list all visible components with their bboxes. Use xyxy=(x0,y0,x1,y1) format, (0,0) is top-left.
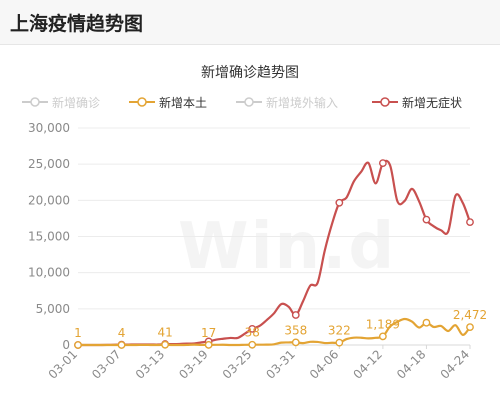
y-tick-label: 25,000 xyxy=(28,157,70,171)
x-tick-label: 04-18 xyxy=(394,347,429,382)
legend-item-asymptomatic[interactable]: 新增无症状 xyxy=(372,92,462,112)
data-point-asymptomatic xyxy=(248,324,257,333)
data-point-local xyxy=(248,340,257,349)
legend-item-confirmed[interactable]: 新增确诊 xyxy=(22,92,100,112)
y-tick-label: 10,000 xyxy=(28,266,70,280)
data-point-asymptomatic xyxy=(291,311,300,319)
y-tick-label: 20,000 xyxy=(28,193,70,207)
series-line-local xyxy=(77,317,471,347)
chart-title: 新增确诊趋势图 xyxy=(201,65,299,81)
x-tick-label: 04-06 xyxy=(307,347,342,382)
data-point-local xyxy=(161,340,170,349)
data-label-local: 2,472 xyxy=(453,308,487,322)
legend-label-overseas: 新增境外输入 xyxy=(266,95,339,110)
legend-line-marker-icon xyxy=(236,97,262,107)
x-tick-label: 04-12 xyxy=(350,347,385,382)
legend-line-marker-icon xyxy=(372,97,398,107)
data-point-local xyxy=(335,338,344,347)
data-point-local xyxy=(466,323,474,332)
legend-label-asymptomatic: 新增无症状 xyxy=(402,95,463,110)
series-line-asymptomatic xyxy=(77,159,472,347)
legend-label-local: 新增本土 xyxy=(159,95,208,110)
x-tick-label: 03-19 xyxy=(176,347,211,382)
data-point-local xyxy=(422,318,431,327)
legend-item-overseas[interactable]: 新增境外输入 xyxy=(236,92,338,112)
data-label-local: 41 xyxy=(157,326,172,340)
data-point-asymptomatic xyxy=(466,218,474,227)
x-tick-label: 03-13 xyxy=(133,347,168,382)
data-label-local: 322 xyxy=(328,324,351,338)
legend-line-marker-icon xyxy=(22,97,48,107)
x-tick-label: 03-07 xyxy=(89,347,124,382)
x-tick-label: 04-24 xyxy=(438,347,473,382)
data-point-local xyxy=(291,338,300,347)
y-tick-label: 0 xyxy=(62,338,70,352)
legend-label-confirmed: 新增确诊 xyxy=(52,95,101,110)
data-label-local: 1 xyxy=(74,326,82,340)
chart-legend: 新增确诊 新增本土 新增境外输入 新增无症状 xyxy=(0,92,500,112)
data-point-local xyxy=(204,340,213,349)
data-label-local: 358 xyxy=(284,323,307,337)
data-point-local xyxy=(74,341,82,349)
data-point-asymptomatic xyxy=(422,215,431,224)
page-header: 上海疫情趋势图 xyxy=(0,0,500,45)
data-label-local: 4 xyxy=(118,326,126,340)
data-point-asymptomatic xyxy=(378,159,387,168)
data-label-local: 1,189 xyxy=(366,317,400,331)
page-title: 上海疫情趋势图 xyxy=(10,13,144,35)
x-tick-label: 03-25 xyxy=(220,347,255,382)
y-tick-label: 5,000 xyxy=(36,302,70,316)
watermark-logo: Win.d xyxy=(178,210,396,284)
y-tick-label: 30,000 xyxy=(28,121,70,135)
data-point-asymptomatic xyxy=(335,198,344,207)
legend-line-marker-icon xyxy=(129,97,155,107)
y-tick-label: 15,000 xyxy=(28,230,70,244)
data-label-local: 38 xyxy=(245,326,260,340)
data-label-local: 17 xyxy=(201,326,216,340)
legend-item-local[interactable]: 新增本土 xyxy=(129,92,207,112)
x-tick-label: 03-01 xyxy=(46,347,81,382)
x-tick-label: 03-31 xyxy=(263,347,298,382)
data-point-local xyxy=(117,341,126,349)
data-point-local xyxy=(378,332,387,341)
